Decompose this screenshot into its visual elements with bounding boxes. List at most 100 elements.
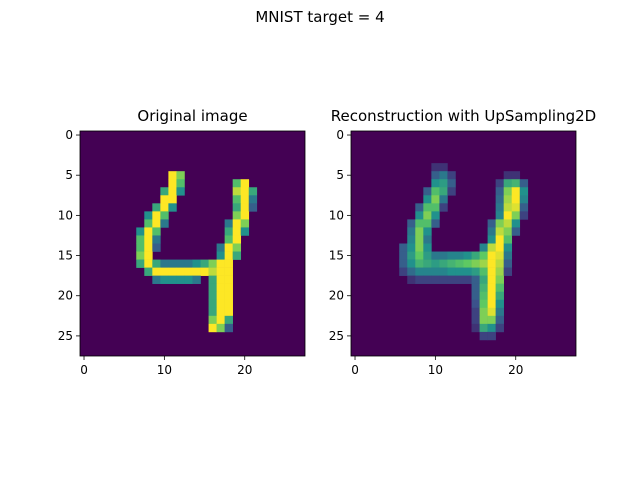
y-tick-label: 10 <box>58 208 73 222</box>
heatmap-cell <box>423 259 432 268</box>
heatmap-cell <box>487 275 496 284</box>
y-tick-label: 15 <box>58 249 73 263</box>
heatmap-cell <box>471 291 480 301</box>
heatmap-cell <box>136 259 145 268</box>
heatmap-cell <box>423 235 432 244</box>
heatmap-cell <box>216 315 225 325</box>
heatmap-cell <box>216 283 225 293</box>
heatmap-cell <box>495 211 504 220</box>
heatmap-cell <box>232 187 242 196</box>
y-tick-label: 25 <box>58 329 73 343</box>
heatmap-cell <box>511 219 521 228</box>
heatmap-cell <box>176 171 185 180</box>
heatmap-cell <box>144 211 153 220</box>
heatmap-cell <box>152 243 161 252</box>
heatmap-cell <box>471 307 480 317</box>
y-tick-label: 0 <box>65 128 73 142</box>
y-tick-label: 5 <box>336 168 344 182</box>
heatmap-cell <box>407 235 416 244</box>
heatmap-cell <box>455 259 464 268</box>
heatmap-cell <box>224 235 233 244</box>
heatmap-cell <box>487 235 496 244</box>
heatmap-cell <box>439 171 448 180</box>
heatmap-cell <box>240 203 250 212</box>
heatmap-cell <box>160 259 169 268</box>
heatmap-cell <box>503 171 513 180</box>
heatmap-cell <box>495 299 504 309</box>
heatmap-cell <box>519 211 529 220</box>
heatmap-cell <box>423 187 432 196</box>
heatmap-cell <box>176 259 185 268</box>
heatmap-cell <box>495 291 504 301</box>
heatmap-cell <box>176 187 185 196</box>
heatmap-cell <box>463 259 472 268</box>
heatmap-cell <box>415 211 424 220</box>
x-tick-label: 0 <box>351 363 359 377</box>
heatmap-cell <box>240 227 250 236</box>
heatmap-cell <box>471 315 480 325</box>
heatmap-cell <box>511 195 521 204</box>
heatmap-cell <box>439 179 448 188</box>
heatmap-cell <box>144 227 153 236</box>
heatmap-cell <box>152 203 161 212</box>
heatmap-cell <box>160 275 169 284</box>
heatmap-cell <box>511 203 521 212</box>
axes-frame <box>350 130 577 357</box>
heatmap-cell <box>232 219 242 228</box>
heatmap-cell <box>447 179 456 188</box>
heatmap-cell <box>240 211 250 220</box>
heatmap-cell <box>240 219 250 228</box>
heatmap-cell <box>208 315 217 325</box>
heatmap-cell <box>495 315 504 325</box>
heatmap-cell <box>407 259 416 268</box>
heatmap-cell <box>431 163 440 172</box>
heatmap-background <box>351 131 576 356</box>
heatmap-cell <box>431 259 440 268</box>
heatmap-cell <box>495 243 504 252</box>
heatmap-cell <box>479 315 488 325</box>
heatmap-cell <box>240 187 250 196</box>
heatmap-cell <box>168 203 177 212</box>
heatmap-cell <box>152 259 161 268</box>
heatmap-cell <box>224 275 233 284</box>
heatmap-cell <box>232 179 242 188</box>
x-tick-label: 0 <box>80 363 88 377</box>
heatmap-cell <box>168 267 177 276</box>
heatmap-cell <box>415 267 424 276</box>
heatmap-cell <box>495 235 504 244</box>
heatmap-cell <box>447 251 456 260</box>
heatmap-cell <box>168 195 177 204</box>
heatmap-cell <box>503 227 513 236</box>
x-tick-label: 20 <box>237 363 252 377</box>
heatmap-cell <box>503 243 513 252</box>
heatmap-cell <box>399 267 408 276</box>
heatmap-cell <box>503 219 513 228</box>
heatmap-cell <box>431 187 440 196</box>
heatmap-cell <box>423 211 432 220</box>
heatmap-cell <box>455 267 464 276</box>
heatmap-cell <box>471 267 480 276</box>
heatmap-cell <box>152 267 161 276</box>
heatmap-cell <box>479 299 488 309</box>
heatmap-cell <box>423 267 432 276</box>
heatmap-cell <box>415 227 424 236</box>
heatmap-cell <box>168 179 177 188</box>
heatmap-cell <box>176 275 185 284</box>
heatmap-cell <box>240 195 250 204</box>
heatmap-cell <box>431 251 440 260</box>
heatmap-cell <box>423 275 432 284</box>
heatmap-cell <box>200 259 209 268</box>
heatmap-cell <box>160 187 169 196</box>
heatmap-cell <box>136 227 145 236</box>
heatmap-cell <box>439 275 448 284</box>
heatmap-cell <box>487 219 496 228</box>
heatmap-cell <box>487 283 496 293</box>
heatmap-cell <box>503 203 513 212</box>
heatmap-cell <box>216 275 225 284</box>
heatmap-cell <box>471 283 480 293</box>
heatmap-cell <box>407 267 416 276</box>
heatmap-cell <box>495 251 504 260</box>
heatmap-background <box>80 131 305 356</box>
heatmap-cell <box>144 235 153 244</box>
heatmap-cell <box>487 299 496 309</box>
